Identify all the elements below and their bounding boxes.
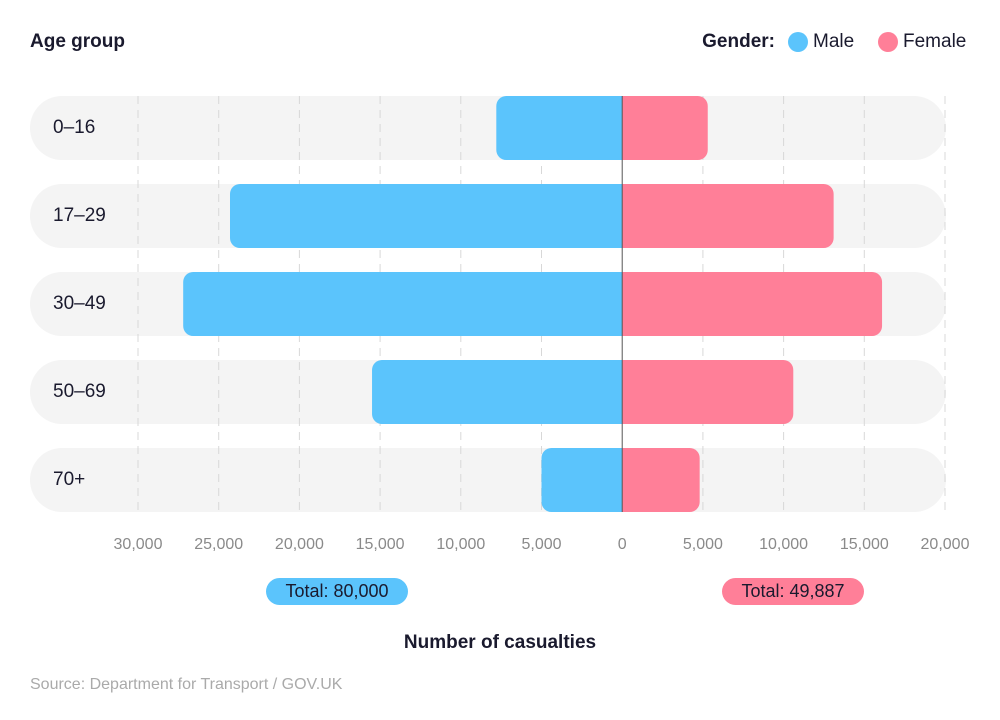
- chart-title: Age group: [30, 31, 125, 52]
- x-axis-title: Number of casualties: [404, 632, 596, 653]
- bar: [229, 184, 623, 248]
- x-tick-label: 5,000: [521, 536, 561, 553]
- x-tick-label: 30,000: [114, 536, 163, 553]
- bar: [622, 184, 834, 248]
- row-background: [30, 96, 946, 160]
- source: Source: Department for Transport / GOV.U…: [30, 676, 343, 693]
- y-tick-label: 0–16: [53, 117, 95, 138]
- total-label: Total: 49,887: [741, 581, 844, 601]
- x-tick-label: 20,000: [921, 536, 970, 553]
- y-tick-label: 70+: [53, 469, 85, 490]
- y-tick-label: 30–49: [53, 293, 106, 314]
- x-tick-label: 15,000: [840, 536, 889, 553]
- legend-title: Gender:: [702, 31, 775, 52]
- legend-swatch: [788, 32, 808, 52]
- x-tick-label: 5,000: [683, 536, 723, 553]
- x-tick-label: 10,000: [759, 536, 808, 553]
- bar: [496, 96, 623, 160]
- x-tick-label: 10,000: [436, 536, 485, 553]
- x-tick-label: 15,000: [356, 536, 405, 553]
- x-tick-label: 25,000: [194, 536, 243, 553]
- row-background: [30, 448, 946, 512]
- x-tick-label: 20,000: [275, 536, 324, 553]
- bar: [622, 448, 700, 512]
- legend-label: Male: [813, 31, 854, 52]
- total-pill: [722, 578, 864, 605]
- y-tick-label: 50–69: [53, 381, 106, 402]
- bar: [622, 360, 794, 424]
- bar: [541, 448, 623, 512]
- legend-swatch: [878, 32, 898, 52]
- bar: [183, 272, 623, 336]
- bar: [622, 272, 883, 336]
- total-label: Total: 80,000: [285, 581, 388, 601]
- y-tick-label: 17–29: [53, 205, 106, 226]
- x-tick-label: 0: [618, 536, 627, 553]
- total-pill: [266, 578, 408, 605]
- bar: [622, 96, 708, 160]
- bar: [372, 360, 623, 424]
- legend-label: Female: [903, 31, 966, 52]
